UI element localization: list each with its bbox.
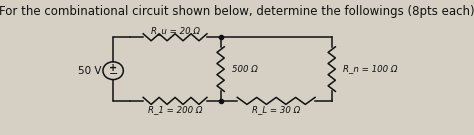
- Text: 500 Ω: 500 Ω: [232, 65, 258, 74]
- Text: +: +: [109, 63, 117, 73]
- Text: −: −: [109, 69, 118, 79]
- Text: R_L = 30 Ω: R_L = 30 Ω: [252, 105, 301, 114]
- Text: R_u = 20 Ω: R_u = 20 Ω: [151, 26, 200, 35]
- Text: 50 V: 50 V: [78, 66, 101, 76]
- Text: For the combinational circuit shown below, determine the followings (8pts each): For the combinational circuit shown belo…: [0, 4, 474, 18]
- Text: R_n = 100 Ω: R_n = 100 Ω: [343, 65, 398, 74]
- Text: R_1 = 200 Ω: R_1 = 200 Ω: [148, 105, 202, 114]
